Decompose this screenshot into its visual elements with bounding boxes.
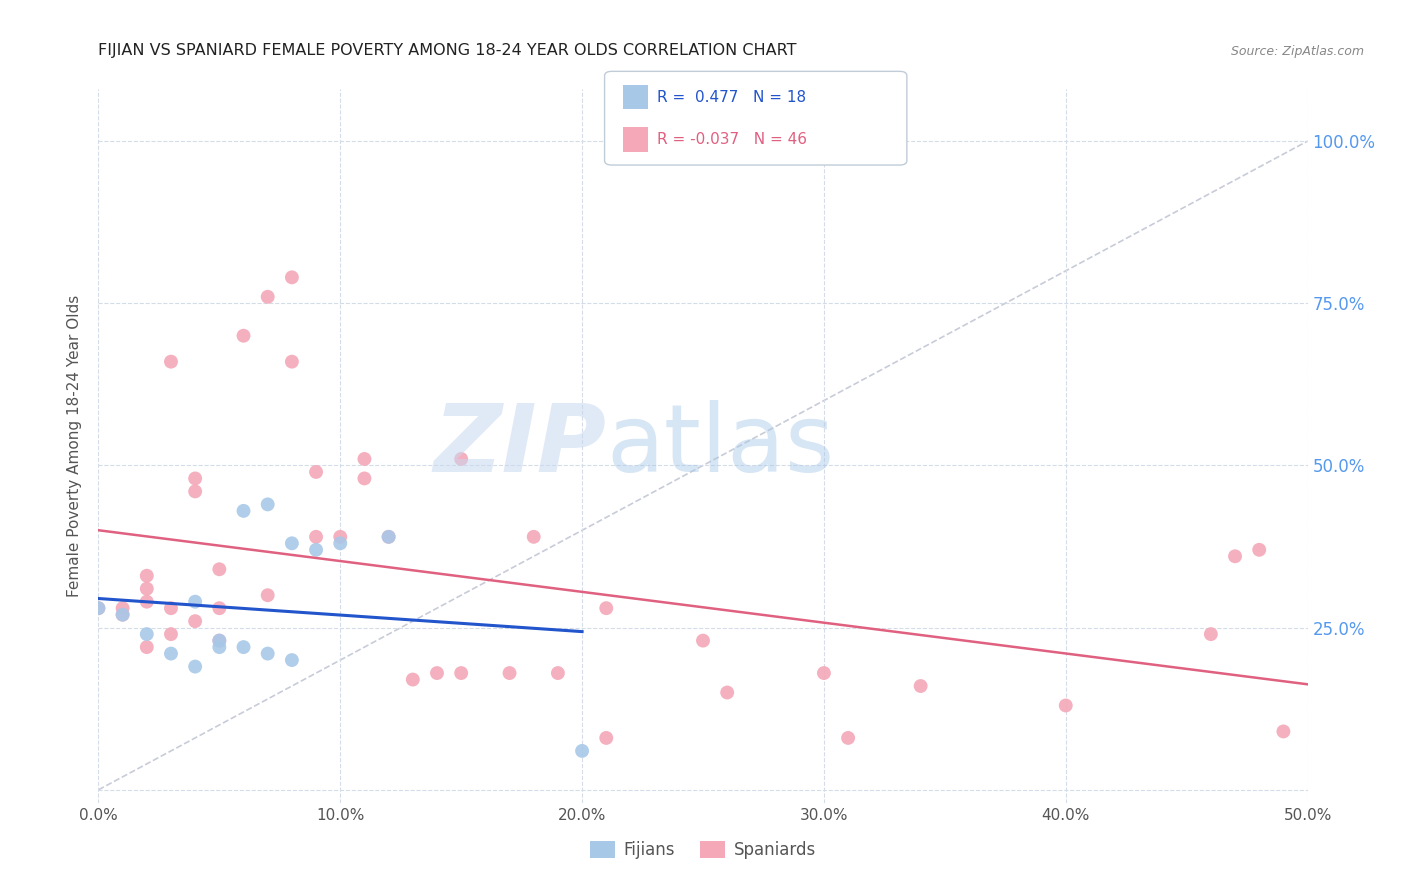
Point <box>353 452 375 467</box>
Point <box>813 666 835 681</box>
Point <box>281 270 304 285</box>
Point <box>208 601 231 615</box>
Point <box>160 647 183 661</box>
Point <box>184 595 207 609</box>
Point <box>160 601 183 615</box>
Point <box>208 640 231 654</box>
Point <box>111 607 134 622</box>
Point <box>1249 542 1271 557</box>
Point <box>135 582 157 596</box>
Point <box>547 666 569 681</box>
Point <box>305 465 328 479</box>
Point <box>135 627 157 641</box>
Point <box>837 731 859 745</box>
Point <box>87 601 110 615</box>
Point <box>377 530 399 544</box>
Point <box>402 673 425 687</box>
Point <box>329 536 352 550</box>
Point <box>160 354 183 368</box>
Point <box>256 647 278 661</box>
Text: FIJIAN VS SPANIARD FEMALE POVERTY AMONG 18-24 YEAR OLDS CORRELATION CHART: FIJIAN VS SPANIARD FEMALE POVERTY AMONG … <box>98 43 797 58</box>
Text: Source: ZipAtlas.com: Source: ZipAtlas.com <box>1230 45 1364 58</box>
Point <box>256 588 278 602</box>
Point <box>184 471 207 485</box>
Point <box>426 666 449 681</box>
Point <box>232 504 254 518</box>
Point <box>87 601 110 615</box>
Point <box>184 484 207 499</box>
Point <box>160 627 183 641</box>
Point <box>184 614 207 628</box>
Point <box>281 354 304 368</box>
Point <box>595 731 617 745</box>
Point <box>450 666 472 681</box>
Point <box>305 530 328 544</box>
Point <box>111 601 134 615</box>
Point <box>208 633 231 648</box>
Point <box>692 633 714 648</box>
Text: R =  0.477   N = 18: R = 0.477 N = 18 <box>657 89 806 104</box>
Point <box>135 595 157 609</box>
Point <box>305 542 328 557</box>
Point <box>232 640 254 654</box>
Point <box>523 530 546 544</box>
Point <box>1223 549 1246 564</box>
Point <box>353 471 375 485</box>
Y-axis label: Female Poverty Among 18-24 Year Olds: Female Poverty Among 18-24 Year Olds <box>67 295 83 597</box>
Point <box>1272 724 1295 739</box>
Point <box>450 452 472 467</box>
Point <box>716 685 738 699</box>
Point <box>329 530 352 544</box>
Point <box>184 659 207 673</box>
Text: ZIP: ZIP <box>433 400 606 492</box>
Text: atlas: atlas <box>606 400 835 492</box>
Point <box>281 536 304 550</box>
Point <box>111 607 134 622</box>
Point <box>595 601 617 615</box>
Legend: Fijians, Spaniards: Fijians, Spaniards <box>583 834 823 866</box>
Point <box>1199 627 1222 641</box>
Point <box>377 530 399 544</box>
Point <box>498 666 520 681</box>
Point <box>571 744 593 758</box>
Point <box>910 679 932 693</box>
Point <box>135 640 157 654</box>
Point <box>135 568 157 582</box>
Point <box>232 328 254 343</box>
Point <box>1054 698 1077 713</box>
Point <box>208 562 231 576</box>
Text: R = -0.037   N = 46: R = -0.037 N = 46 <box>657 132 807 147</box>
Point <box>208 633 231 648</box>
Point <box>256 497 278 511</box>
Point <box>256 290 278 304</box>
Point <box>281 653 304 667</box>
